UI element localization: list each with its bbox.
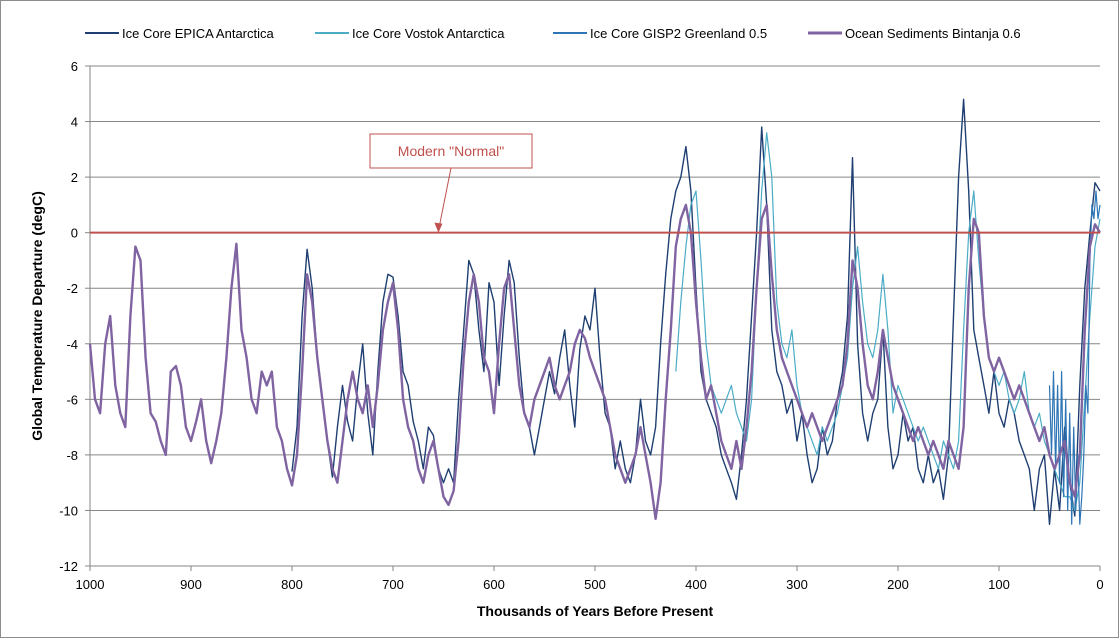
x-tick-label: 700	[382, 577, 404, 592]
y-tick-label: -6	[66, 392, 78, 407]
x-tick-label: 300	[786, 577, 808, 592]
x-tick-label: 800	[281, 577, 303, 592]
series-line-3	[1048, 190, 1101, 525]
x-tick-label: 0	[1096, 577, 1103, 592]
x-tick-label: 100	[988, 577, 1010, 592]
legend: Ice Core EPICA Antarctica Ice Core Vostok…	[85, 26, 1021, 41]
x-tick-label: 900	[180, 577, 202, 592]
y-tick-label: -2	[66, 281, 78, 296]
y-tick-labels: -12 -10 -8 -6 -4 -2 0 2 4 6	[59, 59, 90, 574]
legend-label-1: Ice Core EPICA Antarctica	[122, 26, 275, 41]
y-axis-title: Global Temperature Departure (degC)	[29, 191, 45, 440]
y-tick-label: -4	[66, 337, 78, 352]
x-tick-label: 600	[483, 577, 505, 592]
series-line-4	[88, 203, 1102, 520]
annotation: Modern "Normal"	[369, 133, 533, 233]
x-tick-label: 200	[887, 577, 909, 592]
legend-label-2: Ice Core Vostok Antarctica	[352, 26, 505, 41]
annotation-arrow	[437, 167, 452, 231]
x-tick-label: 1000	[76, 577, 105, 592]
y-tick-label: -8	[66, 448, 78, 463]
x-tick-labels: 1000 900 800 700 600 500 400 300 200 100 0	[76, 566, 1104, 592]
y-tick-label: 6	[71, 59, 78, 74]
y-tick-label: 0	[71, 226, 78, 241]
legend-label-3: Ice Core GISP2 Greenland 0.5	[590, 26, 767, 41]
y-tick-label: 2	[71, 170, 78, 185]
y-tick-label: 4	[71, 115, 78, 130]
x-axis-title: Thousands of Years Before Present	[477, 603, 714, 619]
y-tick-label: -10	[59, 503, 78, 518]
x-tick-label: 400	[685, 577, 707, 592]
series-lines	[88, 98, 1102, 525]
x-tick-label: 500	[584, 577, 606, 592]
legend-label-4: Ocean Sediments Bintanja 0.6	[845, 26, 1021, 41]
annotation-arrow-head	[434, 222, 443, 233]
annotation-text: Modern "Normal"	[398, 143, 504, 159]
y-tick-label: -12	[59, 559, 78, 574]
